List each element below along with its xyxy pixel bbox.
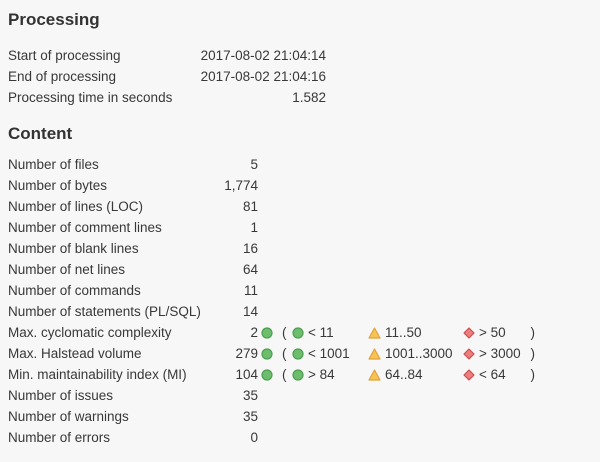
green-circle-icon	[292, 347, 304, 360]
row-value: 1.582	[292, 90, 326, 105]
row-value: 14	[242, 304, 258, 319]
row-label: Number of warnings	[8, 409, 129, 424]
legend-warn-range: 64..84	[385, 367, 423, 382]
legend-close-paren: )	[530, 367, 536, 382]
table-row: Number of errors 0	[8, 427, 592, 448]
green-circle-icon	[258, 326, 276, 339]
yellow-triangle-icon	[368, 326, 381, 339]
legend-warn-range: 1001..3000	[385, 346, 453, 361]
table-row: Min. maintainability index (MI) 104 ( > …	[8, 364, 592, 385]
row-label: Number of net lines	[8, 262, 126, 277]
table-row: Number of warnings 35	[8, 406, 592, 427]
processing-table: Start of processing 2017-08-02 21:04:14 …	[8, 45, 592, 108]
table-row: Number of commands 11	[8, 280, 592, 301]
legend-warn-segment: 11..50	[368, 325, 463, 340]
green-circle-icon	[258, 347, 276, 360]
green-circle-icon	[258, 368, 276, 381]
yellow-triangle-icon	[368, 368, 381, 381]
legend-close-paren: )	[530, 346, 536, 361]
legend-open-paren: (	[282, 325, 287, 340]
row-label: Number of blank lines	[8, 241, 139, 256]
table-row: Number of issues 35	[8, 385, 592, 406]
table-row: Number of lines (LOC) 81	[8, 196, 592, 217]
yellow-triangle-icon	[368, 347, 381, 360]
row-value: 35	[242, 409, 258, 424]
table-row: Number of files 5	[8, 154, 592, 175]
red-diamond-icon	[463, 347, 475, 360]
table-row: Number of bytes 1,774	[8, 175, 592, 196]
row-value: 104	[235, 367, 258, 382]
row-value: 279	[235, 346, 258, 361]
legend-bad-range: > 50	[479, 325, 506, 340]
row-value: 81	[242, 199, 258, 214]
row-label: Number of errors	[8, 430, 111, 445]
legend-bad-segment: > 50	[463, 325, 527, 340]
row-label: Number of commands	[8, 283, 141, 298]
analysis-report-page: Processing Start of processing 2017-08-0…	[8, 10, 592, 448]
legend-bad-range: < 64	[479, 367, 506, 382]
legend-good-range: < 11	[308, 325, 334, 340]
content-table: Number of files 5 Number of bytes 1,774 …	[8, 154, 592, 448]
red-diamond-icon	[463, 326, 475, 339]
table-row: Number of blank lines 16	[8, 238, 592, 259]
legend-good-range: < 1001	[308, 346, 350, 361]
table-row: Max. cyclomatic complexity 2 ( < 11 11.	[8, 322, 592, 343]
row-label: Number of comment lines	[8, 220, 162, 235]
processing-section-title: Processing	[8, 10, 100, 29]
row-label: End of processing	[8, 69, 117, 84]
row-label: Number of bytes	[8, 178, 108, 193]
table-row: Processing time in seconds 1.582	[8, 87, 592, 108]
row-value: 64	[242, 262, 258, 277]
row-label: Number of issues	[8, 388, 114, 403]
row-value: 1,774	[224, 178, 258, 193]
row-value: 0	[250, 430, 258, 445]
green-circle-icon	[292, 368, 304, 381]
row-label: Max. cyclomatic complexity	[8, 325, 172, 340]
table-row: Number of net lines 64	[8, 259, 592, 280]
legend-good-segment: < 11	[292, 325, 368, 340]
legend-warn-segment: 1001..3000	[368, 346, 463, 361]
table-row: Number of comment lines 1	[8, 217, 592, 238]
row-label: Number of statements (PL/SQL)	[8, 304, 201, 319]
legend-open-paren: (	[282, 367, 287, 382]
red-diamond-icon	[463, 368, 475, 381]
row-label: Max. Halstead volume	[8, 346, 142, 361]
threshold-legend: ( < 1001 1001..3000	[282, 346, 535, 361]
row-value: 11	[243, 283, 258, 298]
table-row: Max. Halstead volume 279 ( < 1001 1001.	[8, 343, 592, 364]
row-value: 5	[250, 157, 258, 172]
row-label: Processing time in seconds	[8, 90, 173, 105]
legend-warn-segment: 64..84	[368, 367, 463, 382]
row-value: 2017-08-02 21:04:16	[200, 69, 326, 84]
legend-close-paren: )	[530, 325, 536, 340]
green-circle-icon	[292, 326, 304, 339]
legend-good-segment: > 84	[292, 367, 368, 382]
content-section-title: Content	[8, 124, 73, 143]
row-value: 16	[242, 241, 258, 256]
legend-warn-range: 11..50	[385, 325, 422, 340]
legend-good-segment: < 1001	[292, 346, 368, 361]
legend-good-range: > 84	[308, 367, 335, 382]
row-label: Start of processing	[8, 48, 121, 63]
row-value: 2017-08-02 21:04:14	[200, 48, 326, 63]
threshold-legend: ( < 11 11..50 > 50	[282, 325, 535, 340]
legend-bad-segment: < 64	[463, 367, 527, 382]
table-row: Number of statements (PL/SQL) 14	[8, 301, 592, 322]
table-row: Start of processing 2017-08-02 21:04:14	[8, 45, 592, 66]
legend-bad-range: > 3000	[479, 346, 521, 361]
row-value: 35	[242, 388, 258, 403]
row-label: Number of lines (LOC)	[8, 199, 144, 214]
row-value: 2	[250, 325, 258, 340]
table-row: End of processing 2017-08-02 21:04:16	[8, 66, 592, 87]
row-label: Number of files	[8, 157, 99, 172]
legend-bad-segment: > 3000	[463, 346, 527, 361]
threshold-legend: ( > 84 64..84 < 64	[282, 367, 535, 382]
row-label: Min. maintainability index (MI)	[8, 367, 187, 382]
legend-open-paren: (	[282, 346, 287, 361]
row-value: 1	[250, 220, 258, 235]
